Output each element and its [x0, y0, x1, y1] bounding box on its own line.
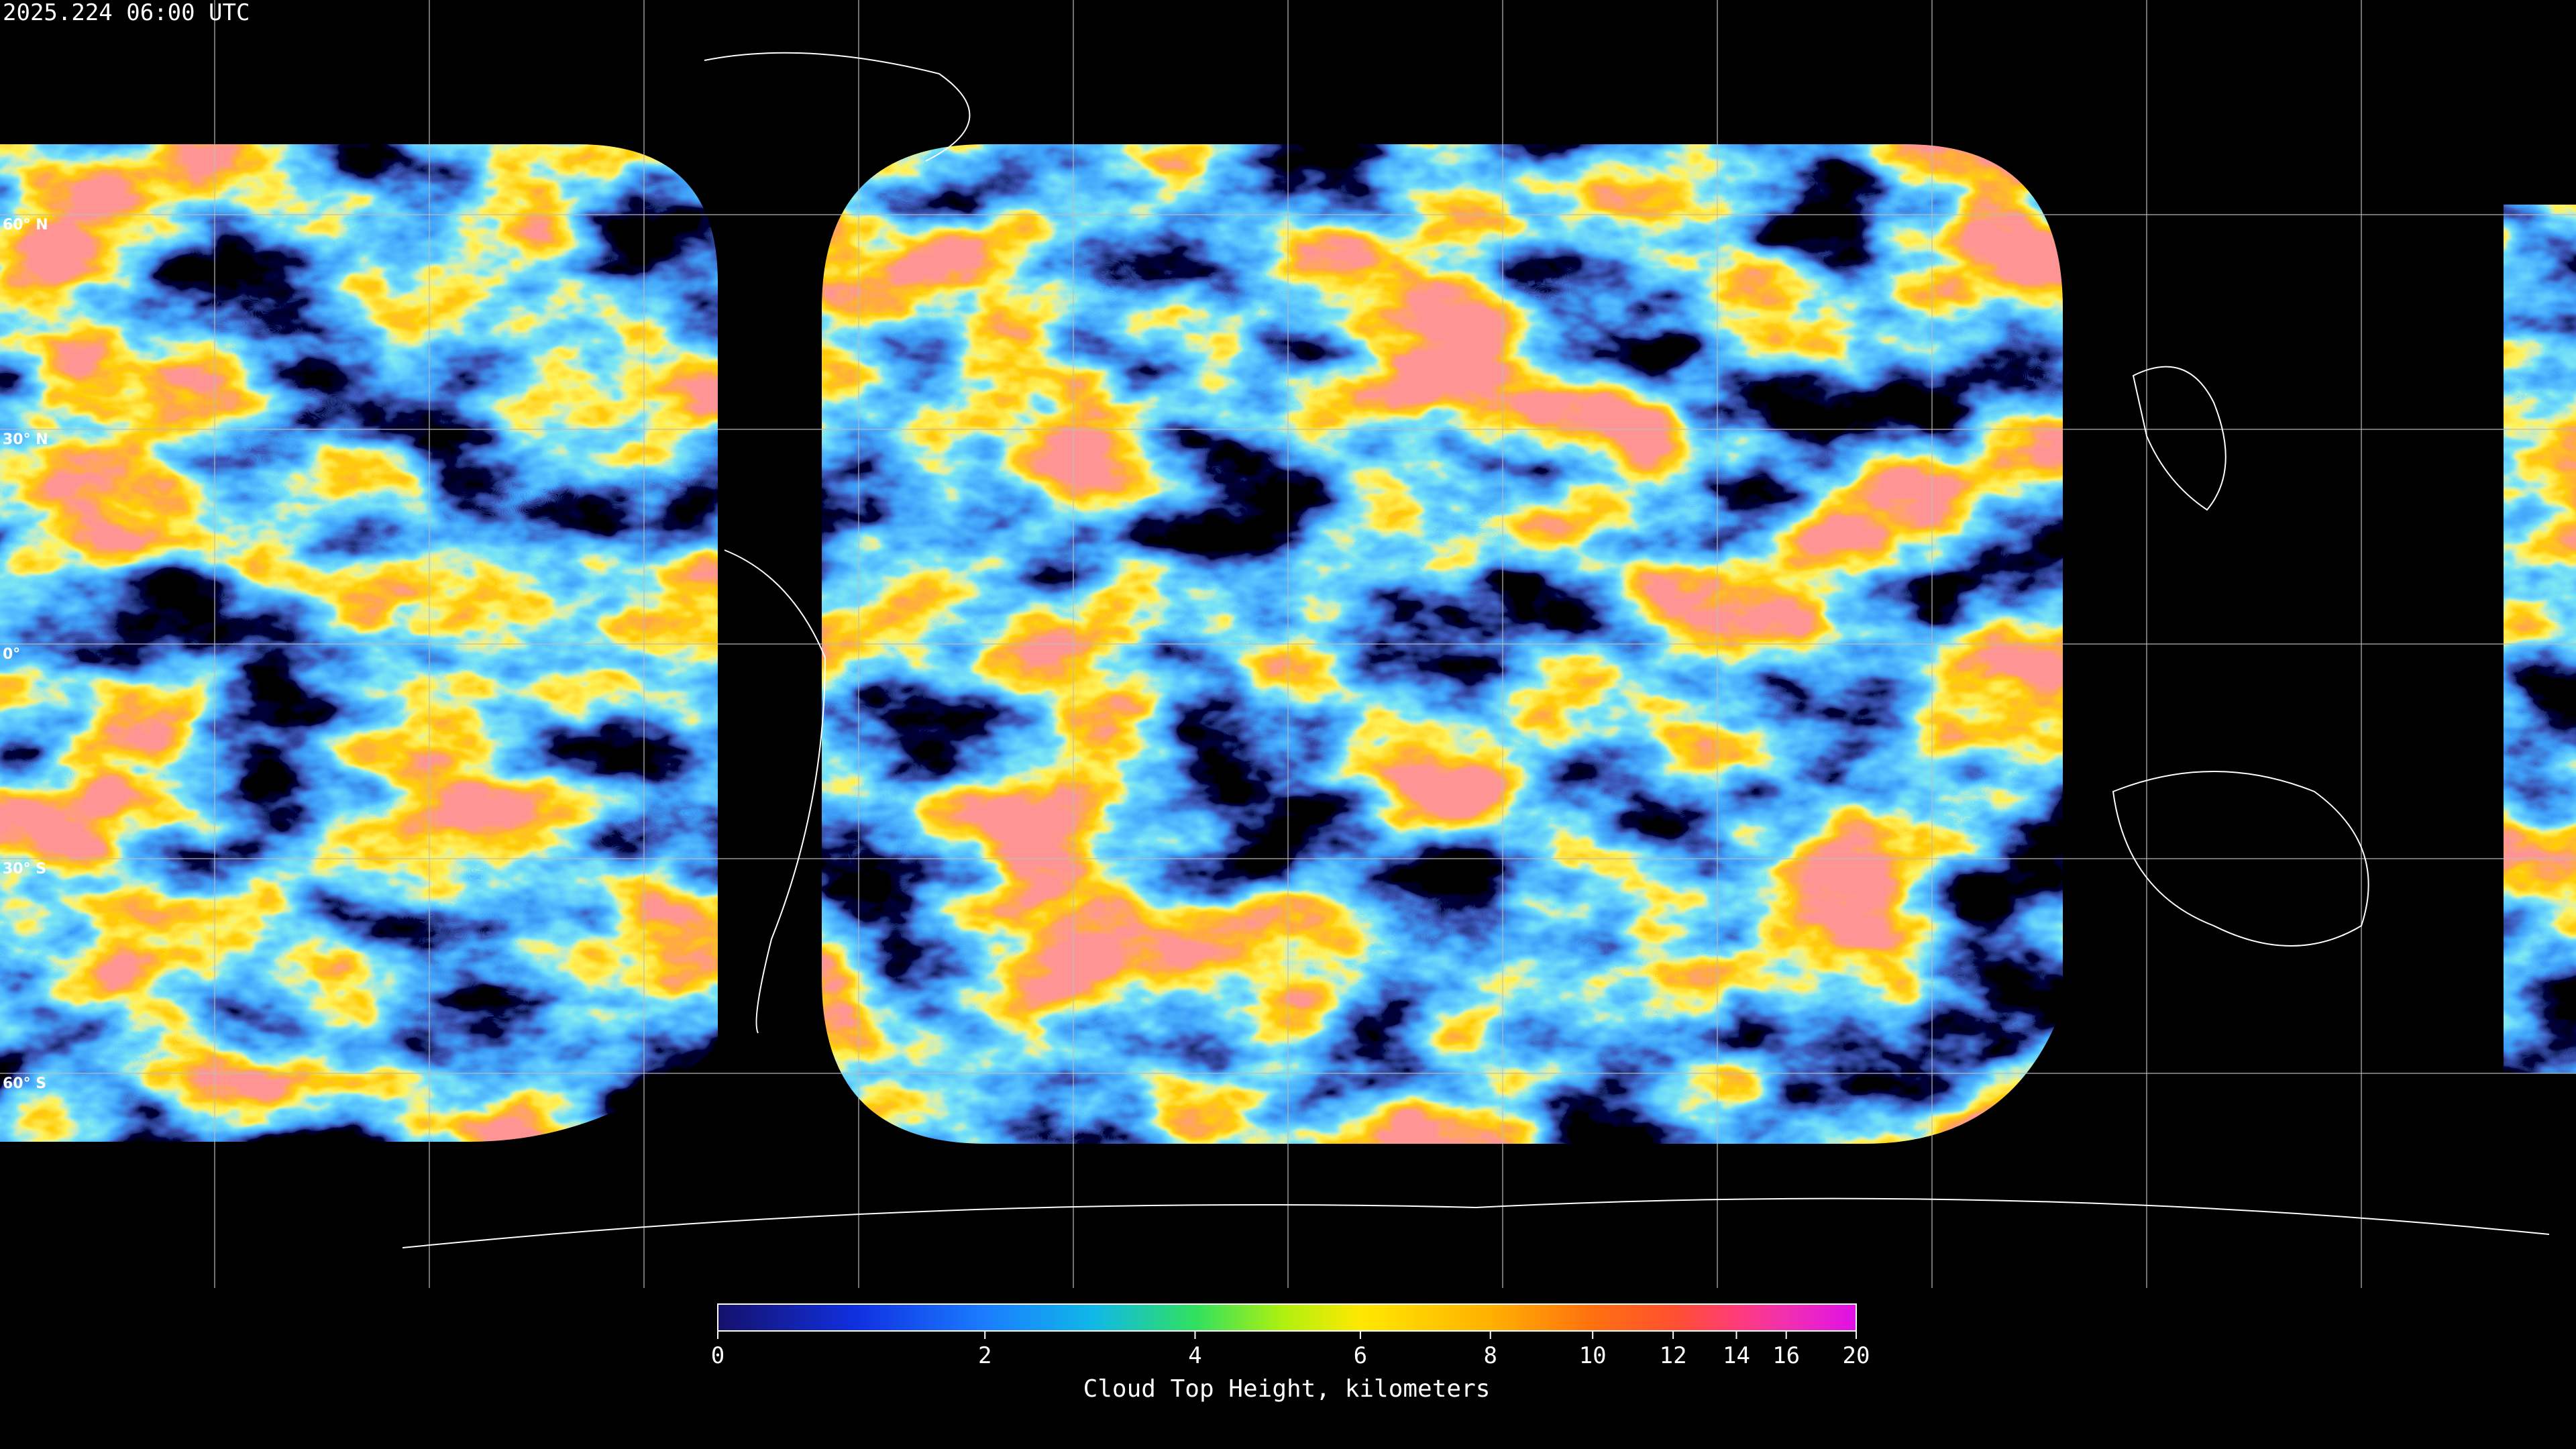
latitude-label: 30° N	[3, 431, 48, 448]
colorbar: Cloud Top Height, kilometers 0 2 4 6 8 10 12 14…	[711, 1303, 1870, 1403]
coastlines	[402, 52, 2550, 1248]
colorbar-label: Cloud Top Height, kilometers	[1083, 1375, 1491, 1403]
coastline	[724, 549, 826, 1034]
latitude-label: 60° S	[3, 1075, 46, 1092]
colorbar-gradient	[717, 1303, 1857, 1332]
colorbar-tick-label: 14	[1723, 1342, 1750, 1369]
colorbar-tick-label: 6	[1354, 1342, 1367, 1369]
timestamp: 2025.224 06:00 UTC	[3, 0, 250, 26]
colorbar-tick-label: 2	[978, 1342, 991, 1369]
latitude-label: 30° S	[3, 861, 46, 877]
coastline	[704, 52, 971, 162]
coastline	[402, 1197, 2550, 1248]
latitude-label: 0°	[3, 646, 20, 663]
colorbar-tick-label: 10	[1579, 1342, 1607, 1369]
colorbar-tick-label: 4	[1188, 1342, 1201, 1369]
colorbar-tick-label: 0	[711, 1342, 724, 1369]
latitude-label: 60° N	[3, 217, 48, 233]
colorbar-tick-label: 20	[1843, 1342, 1870, 1369]
coastline	[2132, 366, 2226, 511]
colorbar-tick-label: 12	[1660, 1342, 1687, 1369]
coastline	[2112, 771, 2369, 947]
colorbar-tick-label: 8	[1483, 1342, 1497, 1369]
colorbar-tick-label: 16	[1772, 1342, 1800, 1369]
graticule: 60° N 30° N 0° 30° S 60° S	[0, 0, 2576, 1288]
